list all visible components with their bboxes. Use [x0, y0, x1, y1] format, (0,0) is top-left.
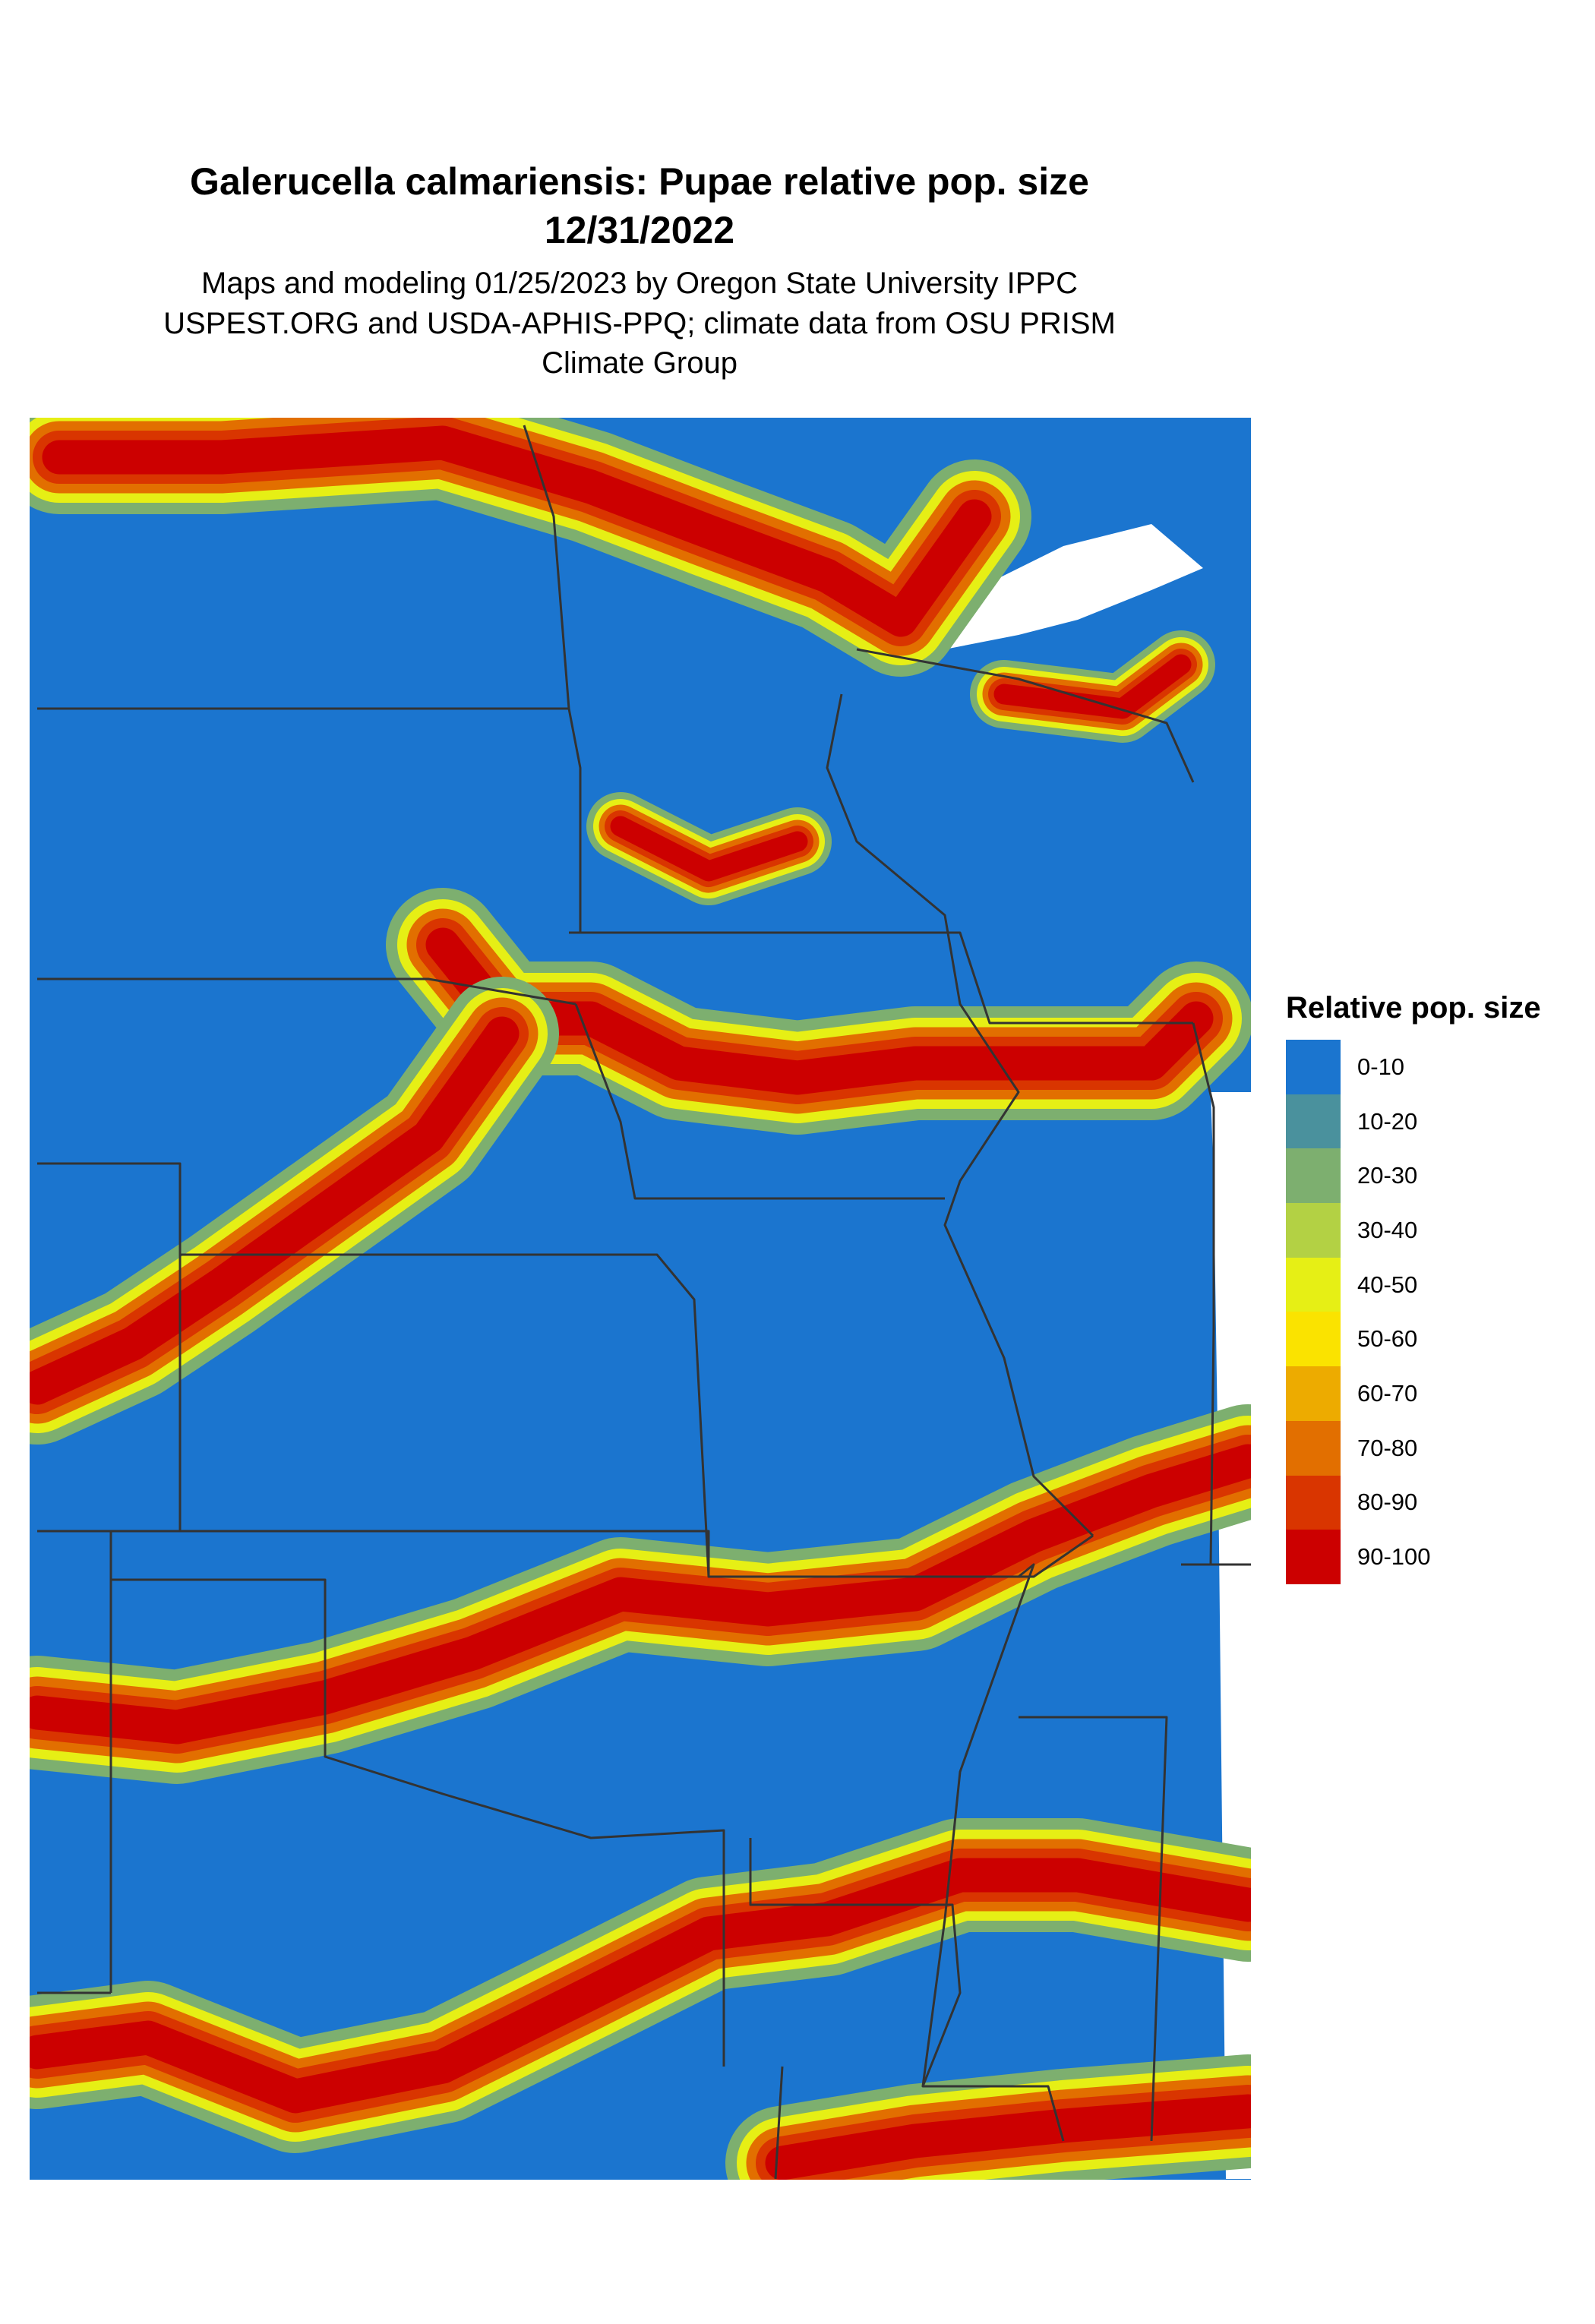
- legend-swatch: [1286, 1203, 1341, 1258]
- legend-item: 90-100: [1286, 1530, 1431, 1584]
- legend-swatch: [1286, 1475, 1341, 1530]
- legend-swatch: [1286, 1257, 1341, 1312]
- state-boundary: [1192, 1022, 1215, 1565]
- legend-label: 30-40: [1357, 1216, 1418, 1243]
- state-boundary: [569, 931, 1193, 1025]
- state-boundary: [37, 1162, 182, 1531]
- legend-title: Relative pop. size: [1286, 991, 1541, 1025]
- legend-swatch: [1286, 1040, 1341, 1094]
- state-boundary: [37, 977, 576, 1006]
- population-band: [30, 1444, 1251, 1745]
- legend-item: 80-90: [1286, 1475, 1431, 1530]
- legend-label: 40-50: [1357, 1271, 1418, 1298]
- subtitle-line-2: USPEST.ORG and USDA-APHIS-PPQ; climate d…: [163, 307, 1116, 340]
- legend-swatch: [1286, 1094, 1341, 1149]
- state-boundary: [749, 1838, 1065, 2142]
- legend-label: 80-90: [1357, 1489, 1418, 1516]
- map-title: Galerucella calmariensis: Pupae relative…: [190, 160, 1089, 203]
- legend-item: 0-10: [1286, 1040, 1431, 1094]
- legend-label: 50-60: [1357, 1325, 1418, 1353]
- legend-label: 70-80: [1357, 1434, 1418, 1461]
- legend-item: 40-50: [1286, 1257, 1431, 1312]
- subtitle-line-1: Maps and modeling 01/25/2023 by Oregon S…: [201, 267, 1078, 300]
- state-boundary: [774, 2066, 784, 2180]
- legend-item: 20-30: [1286, 1148, 1431, 1204]
- legend-item: 60-70: [1286, 1366, 1431, 1421]
- legend-swatch: [1286, 1148, 1341, 1204]
- state-boundary: [1019, 1716, 1168, 2142]
- state-boundary: [111, 1578, 725, 2067]
- legend-item: 50-60: [1286, 1312, 1431, 1367]
- legend-label: 60-70: [1357, 1379, 1418, 1407]
- state-boundary: [523, 425, 582, 933]
- state-boundary: [921, 1563, 1035, 2087]
- state-boundary: [37, 1530, 1094, 1578]
- state-boundary: [574, 1003, 945, 1200]
- legend-label: 90-100: [1357, 1543, 1431, 1571]
- population-band: [42, 425, 992, 637]
- population-band: [993, 654, 1192, 719]
- legend-swatch: [1286, 1530, 1341, 1584]
- state-boundary: [826, 693, 1094, 1537]
- legend-label: 10-20: [1357, 1107, 1418, 1135]
- population-band: [30, 1858, 1251, 2114]
- legend-swatch: [1286, 1312, 1341, 1367]
- population-map: [30, 418, 1251, 2180]
- state-boundary: [856, 648, 1195, 783]
- legend: 0-10 10-20 20-30 30-40 40-50 50-60 60-70 70-80 8…: [1286, 1040, 1431, 1584]
- legend-label: 20-30: [1357, 1162, 1418, 1189]
- population-band: [30, 1016, 520, 1405]
- legend-item: 70-80: [1286, 1420, 1431, 1476]
- legend-swatch: [1286, 1420, 1341, 1476]
- state-boundary: [180, 1253, 710, 1577]
- subtitle-line-3: Climate Group: [542, 346, 737, 380]
- map-date: 12/31/2022: [544, 209, 735, 251]
- legend-label: 0-10: [1357, 1053, 1405, 1080]
- legend-item: 10-20: [1286, 1094, 1431, 1149]
- population-band: [610, 816, 808, 882]
- legend-item: 30-40: [1286, 1203, 1431, 1258]
- legend-swatch: [1286, 1366, 1341, 1421]
- population-band: [765, 2094, 1251, 2180]
